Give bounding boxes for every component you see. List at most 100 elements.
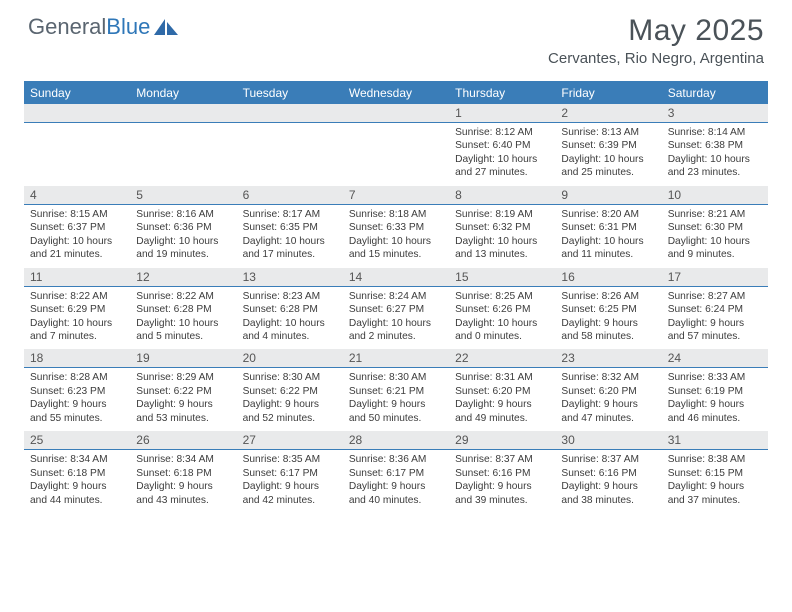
brand-logo: GeneralBlue <box>28 14 178 40</box>
day-detail: Sunrise: 8:22 AMSunset: 6:28 PMDaylight:… <box>130 287 236 350</box>
sunrise-text: Sunrise: 8:37 AM <box>561 453 655 466</box>
daylight-text: Daylight: 9 hours and 46 minutes. <box>668 398 762 425</box>
day-number: 16 <box>555 268 661 286</box>
sunrise-text: Sunrise: 8:26 AM <box>561 290 655 303</box>
sunset-text: Sunset: 6:40 PM <box>455 139 549 152</box>
brand-part2: Blue <box>106 14 150 39</box>
daylight-text: Daylight: 10 hours and 17 minutes. <box>243 235 337 262</box>
day-number: 19 <box>130 349 236 367</box>
sunrise-text: Sunrise: 8:16 AM <box>136 208 230 221</box>
sunrise-text: Sunrise: 8:37 AM <box>455 453 549 466</box>
day-detail: Sunrise: 8:34 AMSunset: 6:18 PMDaylight:… <box>24 450 130 513</box>
daylight-text: Daylight: 10 hours and 25 minutes. <box>561 153 655 180</box>
daylight-text: Daylight: 9 hours and 37 minutes. <box>668 480 762 507</box>
sunrise-text: Sunrise: 8:34 AM <box>136 453 230 466</box>
day-number: 11 <box>24 268 130 286</box>
sunrise-text: Sunrise: 8:13 AM <box>561 126 655 139</box>
daylight-text: Daylight: 9 hours and 39 minutes. <box>455 480 549 507</box>
sunset-text: Sunset: 6:23 PM <box>30 385 124 398</box>
day-detail: Sunrise: 8:38 AMSunset: 6:15 PMDaylight:… <box>662 450 768 513</box>
day-detail: Sunrise: 8:34 AMSunset: 6:18 PMDaylight:… <box>130 450 236 513</box>
sunrise-text: Sunrise: 8:27 AM <box>668 290 762 303</box>
sunrise-text: Sunrise: 8:28 AM <box>30 371 124 384</box>
sunrise-text: Sunrise: 8:19 AM <box>455 208 549 221</box>
daylight-text: Daylight: 9 hours and 55 minutes. <box>30 398 124 425</box>
sunrise-text: Sunrise: 8:38 AM <box>668 453 762 466</box>
day-detail: Sunrise: 8:24 AMSunset: 6:27 PMDaylight:… <box>343 287 449 350</box>
day-number: 5 <box>130 186 236 204</box>
day-detail: Sunrise: 8:30 AMSunset: 6:21 PMDaylight:… <box>343 368 449 431</box>
day-detail-row: Sunrise: 8:34 AMSunset: 6:18 PMDaylight:… <box>24 450 768 513</box>
daylight-text: Daylight: 10 hours and 13 minutes. <box>455 235 549 262</box>
daylight-text: Daylight: 10 hours and 0 minutes. <box>455 317 549 344</box>
day-number: 8 <box>449 186 555 204</box>
sunset-text: Sunset: 6:19 PM <box>668 385 762 398</box>
sunset-text: Sunset: 6:36 PM <box>136 221 230 234</box>
day-detail: Sunrise: 8:36 AMSunset: 6:17 PMDaylight:… <box>343 450 449 513</box>
day-detail: Sunrise: 8:26 AMSunset: 6:25 PMDaylight:… <box>555 287 661 350</box>
sunset-text: Sunset: 6:20 PM <box>561 385 655 398</box>
daylight-text: Daylight: 10 hours and 4 minutes. <box>243 317 337 344</box>
sunset-text: Sunset: 6:35 PM <box>243 221 337 234</box>
day-number: 12 <box>130 268 236 286</box>
weekday-label: Sunday <box>24 82 130 104</box>
sunset-text: Sunset: 6:16 PM <box>455 467 549 480</box>
sunrise-text: Sunrise: 8:33 AM <box>668 371 762 384</box>
weekday-label: Friday <box>555 82 661 104</box>
sunset-text: Sunset: 6:17 PM <box>243 467 337 480</box>
day-detail: Sunrise: 8:13 AMSunset: 6:39 PMDaylight:… <box>555 123 661 186</box>
day-detail: Sunrise: 8:14 AMSunset: 6:38 PMDaylight:… <box>662 123 768 186</box>
daylight-text: Daylight: 10 hours and 19 minutes. <box>136 235 230 262</box>
sunset-text: Sunset: 6:18 PM <box>136 467 230 480</box>
day-number: 18 <box>24 349 130 367</box>
daylight-text: Daylight: 10 hours and 5 minutes. <box>136 317 230 344</box>
sunrise-text: Sunrise: 8:24 AM <box>349 290 443 303</box>
weeks-container: 123Sunrise: 8:12 AMSunset: 6:40 PMDaylig… <box>24 104 768 513</box>
sunrise-text: Sunrise: 8:36 AM <box>349 453 443 466</box>
sunset-text: Sunset: 6:20 PM <box>455 385 549 398</box>
day-number: 27 <box>237 431 343 449</box>
daylight-text: Daylight: 9 hours and 49 minutes. <box>455 398 549 425</box>
day-number: 7 <box>343 186 449 204</box>
day-number-row: 25262728293031 <box>24 431 768 450</box>
daylight-text: Daylight: 10 hours and 15 minutes. <box>349 235 443 262</box>
sunrise-text: Sunrise: 8:35 AM <box>243 453 337 466</box>
weekday-label: Wednesday <box>343 82 449 104</box>
daylight-text: Daylight: 9 hours and 50 minutes. <box>349 398 443 425</box>
weekday-header: SundayMondayTuesdayWednesdayThursdayFrid… <box>24 82 768 104</box>
day-detail: Sunrise: 8:20 AMSunset: 6:31 PMDaylight:… <box>555 205 661 268</box>
page-title: May 2025 <box>548 14 764 48</box>
day-detail: Sunrise: 8:17 AMSunset: 6:35 PMDaylight:… <box>237 205 343 268</box>
location-text: Cervantes, Rio Negro, Argentina <box>548 50 764 67</box>
day-number: 9 <box>555 186 661 204</box>
daylight-text: Daylight: 10 hours and 9 minutes. <box>668 235 762 262</box>
sunrise-text: Sunrise: 8:21 AM <box>668 208 762 221</box>
day-number: 31 <box>662 431 768 449</box>
sunrise-text: Sunrise: 8:17 AM <box>243 208 337 221</box>
daylight-text: Daylight: 10 hours and 21 minutes. <box>30 235 124 262</box>
sunset-text: Sunset: 6:24 PM <box>668 303 762 316</box>
sunrise-text: Sunrise: 8:30 AM <box>349 371 443 384</box>
sunrise-text: Sunrise: 8:34 AM <box>30 453 124 466</box>
sunset-text: Sunset: 6:28 PM <box>243 303 337 316</box>
sunset-text: Sunset: 6:22 PM <box>243 385 337 398</box>
daylight-text: Daylight: 10 hours and 2 minutes. <box>349 317 443 344</box>
sunrise-text: Sunrise: 8:15 AM <box>30 208 124 221</box>
day-detail: Sunrise: 8:37 AMSunset: 6:16 PMDaylight:… <box>449 450 555 513</box>
sunset-text: Sunset: 6:27 PM <box>349 303 443 316</box>
day-number <box>343 104 449 122</box>
sunset-text: Sunset: 6:29 PM <box>30 303 124 316</box>
day-detail: Sunrise: 8:32 AMSunset: 6:20 PMDaylight:… <box>555 368 661 431</box>
day-detail: Sunrise: 8:12 AMSunset: 6:40 PMDaylight:… <box>449 123 555 186</box>
weekday-label: Thursday <box>449 82 555 104</box>
day-detail <box>130 123 236 186</box>
sunset-text: Sunset: 6:37 PM <box>30 221 124 234</box>
daylight-text: Daylight: 9 hours and 42 minutes. <box>243 480 337 507</box>
sunrise-text: Sunrise: 8:12 AM <box>455 126 549 139</box>
day-number: 25 <box>24 431 130 449</box>
calendar: SundayMondayTuesdayWednesdayThursdayFrid… <box>24 81 768 513</box>
day-detail: Sunrise: 8:37 AMSunset: 6:16 PMDaylight:… <box>555 450 661 513</box>
day-number: 4 <box>24 186 130 204</box>
day-number: 3 <box>662 104 768 122</box>
sunset-text: Sunset: 6:38 PM <box>668 139 762 152</box>
